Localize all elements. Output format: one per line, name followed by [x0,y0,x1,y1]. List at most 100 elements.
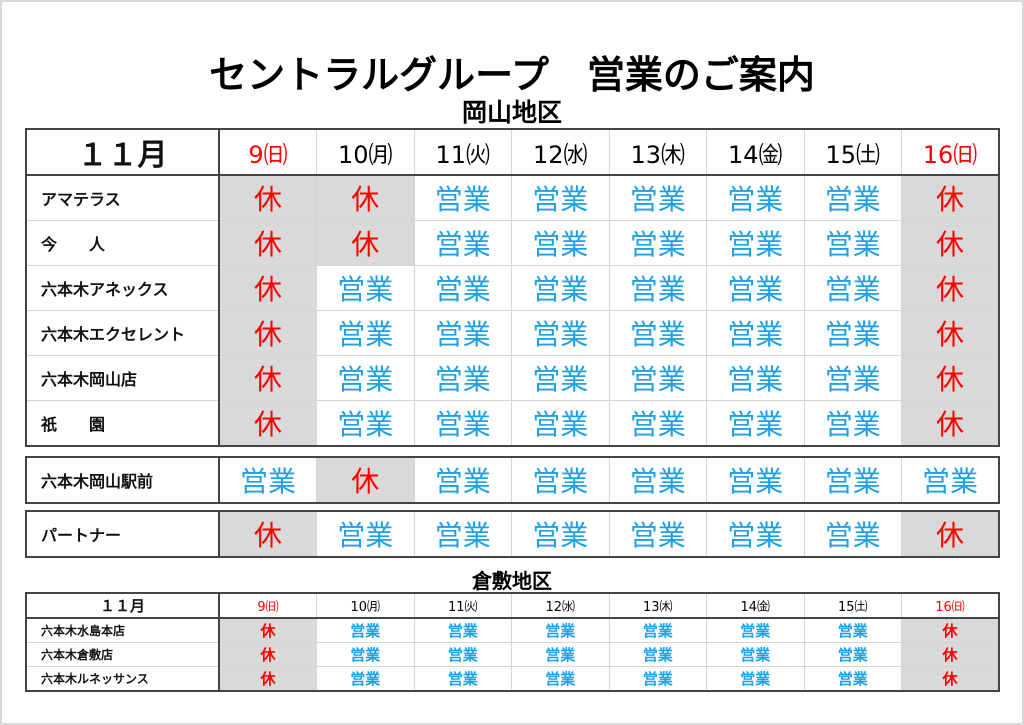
status-open: 営業 [316,642,415,667]
status-open: 営業 [511,355,610,401]
status-closed: 休 [901,642,1000,667]
status-open: 営業 [316,355,415,401]
region-title-kurashiki: 倉敷地区 [472,569,552,593]
status-closed: 休 [218,265,317,311]
day-header: 10㈪ [316,128,415,176]
store-name: 六本木アネックス [25,265,220,311]
status-open: 営業 [803,265,902,311]
day-header: 12㈬ [511,592,610,619]
status-open: 営業 [316,265,415,311]
day-header: 15㈯ [803,128,902,176]
store-name: 六本木水島本店 [25,617,220,643]
status-open: 営業 [511,642,610,667]
store-name: パートナー [25,510,220,558]
status-open: 営業 [316,617,415,643]
status-closed: 休 [901,355,1000,401]
store-row: 六本木水島本店休営業 営業 営業 営業 営業 営業休 [25,617,1000,643]
status-open: 営業 [413,355,512,401]
status-open: 営業 [608,265,707,311]
status-closed: 休 [218,642,317,667]
status-open: 営業 [706,510,805,558]
day-header: 13㈭ [608,592,707,619]
status-closed: 休 [316,174,415,221]
store-row: 六本木倉敷店休営業 営業 営業 営業 営業 営業休 [25,642,1000,667]
status-open: 営業 [511,220,610,266]
status-open: 営業 [608,642,707,667]
store-row: パートナー休営業 営業 営業 営業 営業 営業休 [25,510,1000,558]
status-open: 営業 [706,174,805,221]
status-open: 営業 [413,666,512,692]
status-open: 営業 [413,642,512,667]
store-row: 今 人休休営業 営業 営業 営業 営業休 [25,220,1000,266]
status-open: 営業 [218,456,317,504]
store-name: 六本木岡山駅前 [25,456,220,504]
store-row: 六本木エクセレント休営業 営業 営業 営業 営業 営業休 [25,310,1000,356]
status-closed: 休 [218,310,317,356]
status-open: 営業 [803,666,902,692]
day-header: 9㈰ [218,128,317,176]
store-row: 六本木岡山駅前 営業休営業 営業 営業 営業 営業 営業 [25,456,1000,504]
status-closed: 休 [901,617,1000,643]
status-open: 営業 [608,456,707,504]
status-closed: 休 [901,174,1000,221]
status-closed: 休 [901,310,1000,356]
status-open: 営業 [803,310,902,356]
status-open: 営業 [316,400,415,447]
day-header: 16㈰ [901,128,1000,176]
status-closed: 休 [218,400,317,447]
status-open: 営業 [706,355,805,401]
store-name: 六本木岡山店 [25,355,220,401]
status-open: 営業 [413,310,512,356]
day-header: 12㈬ [511,128,610,176]
day-header: 13㈭ [608,128,707,176]
status-open: 営業 [803,617,902,643]
status-open: 営業 [511,310,610,356]
status-closed: 休 [901,265,1000,311]
status-open: 営業 [511,666,610,692]
status-open: 営業 [608,355,707,401]
status-open: 営業 [706,265,805,311]
region-title-okayama: 岡山地区 [461,98,562,127]
status-closed: 休 [316,456,415,504]
status-open: 営業 [413,456,512,504]
status-open: 営業 [803,510,902,558]
store-name: 六本木倉敷店 [25,642,220,667]
day-header: 10㈪ [316,592,415,619]
status-closed: 休 [901,510,1000,558]
status-open: 営業 [608,666,707,692]
status-open: 営業 [706,666,805,692]
store-row: 六本木岡山店休営業 営業 営業 営業 営業 営業休 [25,355,1000,401]
status-open: 営業 [803,355,902,401]
status-open: 営業 [511,617,610,643]
store-name: 六本木エクセレント [25,310,220,356]
header-row: １１月 9㈰ 10㈪ 11㈫ 12㈬ 13㈭ 14㈮ 15㈯ 16㈰ [25,592,1000,619]
status-open: 営業 [413,174,512,221]
month-label: １１月 [25,592,220,619]
store-row: 祇 園休営業 営業 営業 営業 営業 営業休 [25,400,1000,447]
header-row: １１月 9㈰ 10㈪ 11㈫ 12㈬ 13㈭ 14㈮ 15㈯ 16㈰ [25,128,1000,176]
day-header: 11㈫ [413,592,512,619]
status-open: 営業 [706,220,805,266]
status-open: 営業 [706,456,805,504]
day-header: 11㈫ [413,128,512,176]
status-closed: 休 [218,174,317,221]
status-open: 営業 [803,220,902,266]
status-open: 営業 [901,456,1000,504]
store-row: アマテラス休休営業 営業 営業 営業 営業休 [25,174,1000,221]
status-closed: 休 [901,220,1000,266]
store-row: 六本木アネックス休営業 営業 営業 営業 営業 営業休 [25,265,1000,311]
status-open: 営業 [316,666,415,692]
status-open: 営業 [706,617,805,643]
day-header: 14㈮ [706,592,805,619]
day-header: 16㈰ [901,592,1000,619]
day-header: 14㈮ [706,128,805,176]
store-name: 祇 園 [25,400,220,447]
store-name: 六本木ルネッサンス [25,666,220,692]
month-label: １１月 [25,128,220,176]
status-open: 営業 [803,642,902,667]
status-open: 営業 [706,310,805,356]
status-open: 営業 [511,400,610,447]
day-header: 9㈰ [218,592,317,619]
day-header: 15㈯ [803,592,902,619]
